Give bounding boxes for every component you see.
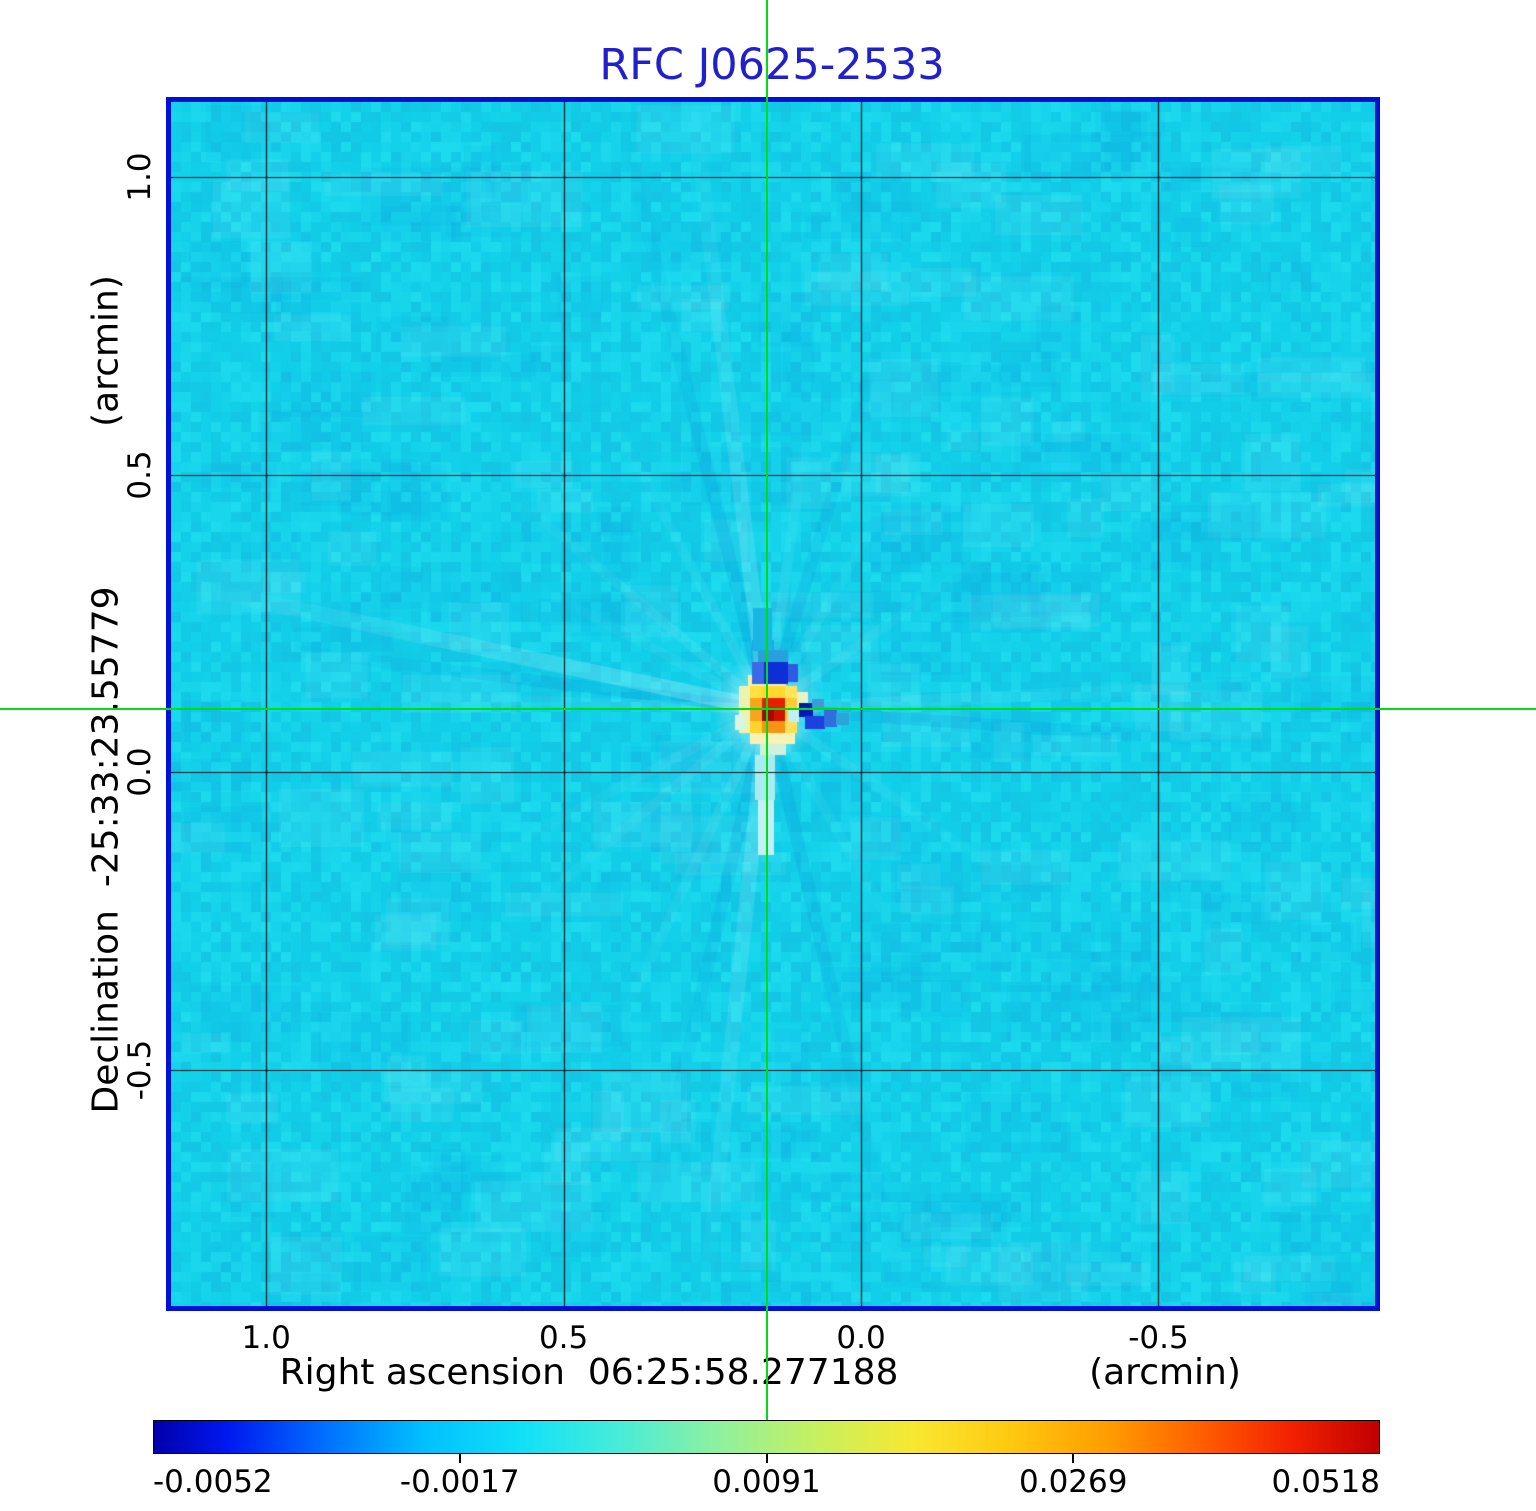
colorbar-value-label: -0.0052	[153, 1464, 273, 1500]
sky-map-plot	[166, 97, 1380, 1311]
colorbar-tick	[458, 1454, 461, 1463]
crosshair-horizontal-line	[0, 708, 1536, 711]
page-title: RFC J0625-2533	[599, 40, 945, 90]
y-tick-label: -0.5	[122, 1039, 158, 1100]
x-tick-label: 0.0	[836, 1320, 886, 1356]
colorbar-value-label: 0.0091	[712, 1464, 821, 1500]
y-tick-label: 1.0	[122, 152, 158, 202]
y-axis-label: Declination -25:33:23.55779	[85, 586, 127, 1114]
colorbar-tick	[1072, 1454, 1075, 1463]
colorbar-value-label: -0.0017	[399, 1464, 520, 1500]
y-axis-unit-label: (arcmin)	[85, 275, 127, 427]
x-axis-unit-label: (arcmin)	[1089, 1352, 1241, 1393]
x-tick-label: -0.5	[1128, 1320, 1189, 1356]
intensity-heatmap-canvas	[171, 102, 1375, 1306]
colorbar	[153, 1420, 1380, 1454]
x-tick-label: 1.0	[241, 1320, 291, 1356]
y-tick-label: 0.0	[122, 747, 158, 797]
colorbar-tick	[765, 1454, 768, 1463]
y-tick-label: 0.5	[122, 449, 158, 500]
colorbar-value-label: 0.0269	[1019, 1464, 1128, 1500]
colorbar-value-label: 0.0518	[1271, 1464, 1380, 1500]
x-tick-label: 0.5	[538, 1320, 589, 1356]
x-axis-label: Right ascension 06:25:58.277188	[279, 1352, 899, 1393]
